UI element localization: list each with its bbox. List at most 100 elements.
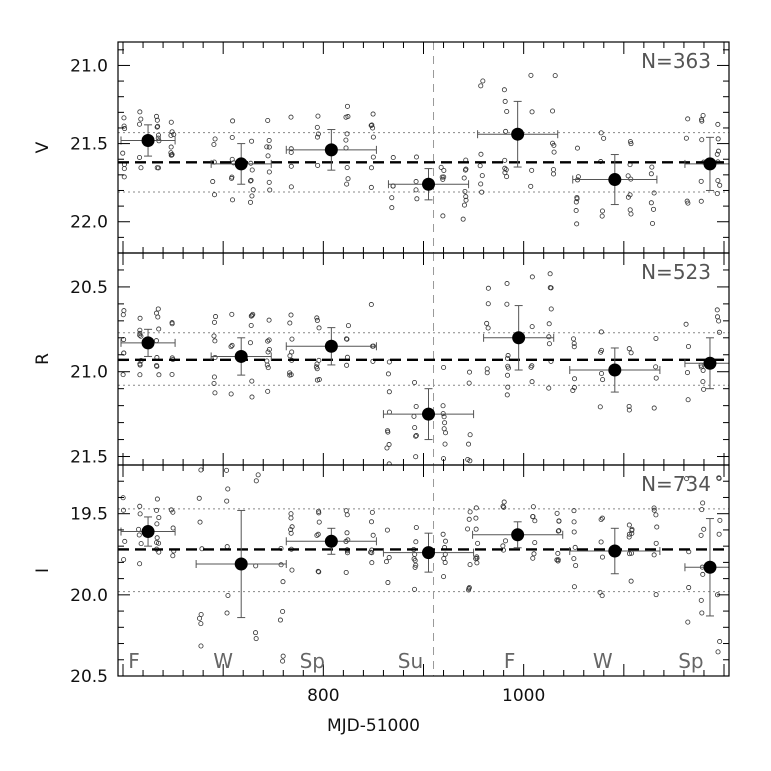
observation-point xyxy=(552,73,558,79)
observation-point xyxy=(529,324,535,330)
observation-point xyxy=(598,130,604,136)
observation-point xyxy=(266,317,272,323)
observation-point xyxy=(225,486,231,492)
observation-point xyxy=(651,405,657,411)
observation-point xyxy=(572,544,578,550)
y-tick-label: 22.0 xyxy=(70,213,108,233)
observation-point xyxy=(528,364,534,370)
observation-point xyxy=(137,511,143,517)
observation-point xyxy=(344,165,350,171)
observation-point xyxy=(343,508,349,514)
observation-point xyxy=(265,117,271,123)
observation-point xyxy=(461,175,467,181)
observation-point xyxy=(265,153,271,159)
observation-point xyxy=(597,589,603,595)
observation-point xyxy=(138,116,144,122)
observation-point xyxy=(505,353,511,359)
observation-point xyxy=(573,563,579,569)
observation-point xyxy=(502,98,508,104)
season-label: F xyxy=(504,649,516,673)
observation-point xyxy=(463,197,469,203)
season-mean-point xyxy=(512,331,526,345)
observation-point xyxy=(627,551,633,557)
observation-point xyxy=(685,116,691,122)
observation-point xyxy=(505,365,511,371)
observation-point xyxy=(653,592,659,598)
observation-point xyxy=(653,512,659,518)
observation-point xyxy=(599,554,605,560)
observation-point xyxy=(156,540,162,546)
observation-point xyxy=(386,389,392,395)
observation-point xyxy=(224,498,230,504)
sample-size-label: N=734 xyxy=(641,472,711,496)
observation-point xyxy=(599,515,605,521)
observation-point xyxy=(442,420,448,426)
season-mean-point xyxy=(141,133,155,147)
season-mean-point xyxy=(422,407,436,421)
observation-point xyxy=(316,325,322,331)
observation-point xyxy=(571,529,577,535)
observation-point xyxy=(265,349,271,355)
y-tick-label: 21.5 xyxy=(70,448,108,468)
observation-point xyxy=(370,134,376,140)
observation-point xyxy=(314,124,320,130)
observation-point xyxy=(287,320,293,326)
season-mean-point xyxy=(324,534,338,548)
observation-point xyxy=(266,144,272,150)
observation-point xyxy=(574,196,580,202)
observation-point xyxy=(170,509,176,515)
observation-point xyxy=(153,310,159,316)
observation-point xyxy=(314,134,320,140)
observation-point xyxy=(629,530,635,536)
observation-point xyxy=(413,539,419,545)
observation-point xyxy=(154,496,160,502)
observation-point xyxy=(249,138,255,144)
observation-point xyxy=(315,568,321,574)
observation-point xyxy=(370,125,376,131)
observation-point xyxy=(551,142,557,148)
observation-point xyxy=(550,108,556,114)
y-tick-label: 19.5 xyxy=(70,505,108,525)
observation-point xyxy=(369,509,375,515)
observation-point xyxy=(211,333,217,339)
observation-point xyxy=(684,370,690,376)
observation-point xyxy=(288,527,294,533)
observation-point xyxy=(370,111,376,117)
y-axis-label: I xyxy=(33,568,53,573)
observation-point xyxy=(288,312,294,318)
observation-point xyxy=(385,428,391,434)
observation-point xyxy=(413,154,419,160)
observation-point xyxy=(475,540,481,546)
observation-point xyxy=(649,220,655,226)
observation-point xyxy=(154,507,160,513)
observation-point xyxy=(386,461,392,465)
observation-point xyxy=(249,378,255,384)
observation-point xyxy=(211,374,217,380)
observation-point xyxy=(441,167,447,173)
observation-point xyxy=(532,540,538,546)
observation-point xyxy=(504,281,510,287)
y-tick-label: 21.0 xyxy=(70,56,108,76)
panel-I-plot-area xyxy=(118,465,729,676)
observation-point xyxy=(198,621,204,627)
observation-point xyxy=(503,128,509,134)
observation-point xyxy=(442,441,448,447)
observation-point xyxy=(314,532,320,538)
observation-point xyxy=(248,177,254,183)
observation-point xyxy=(413,433,419,439)
observation-point xyxy=(698,597,704,603)
observation-point xyxy=(287,370,293,376)
observation-point xyxy=(443,430,449,436)
observation-point xyxy=(651,505,657,511)
observation-point xyxy=(370,532,376,538)
panel-I xyxy=(117,464,730,677)
observation-point xyxy=(442,538,448,544)
observation-point xyxy=(229,174,235,180)
observation-point xyxy=(574,145,580,151)
observation-point xyxy=(120,150,126,156)
panel-V xyxy=(117,41,730,254)
observation-point xyxy=(266,137,272,143)
observation-point xyxy=(505,384,511,390)
observation-point xyxy=(628,211,634,217)
observation-point xyxy=(170,553,176,559)
